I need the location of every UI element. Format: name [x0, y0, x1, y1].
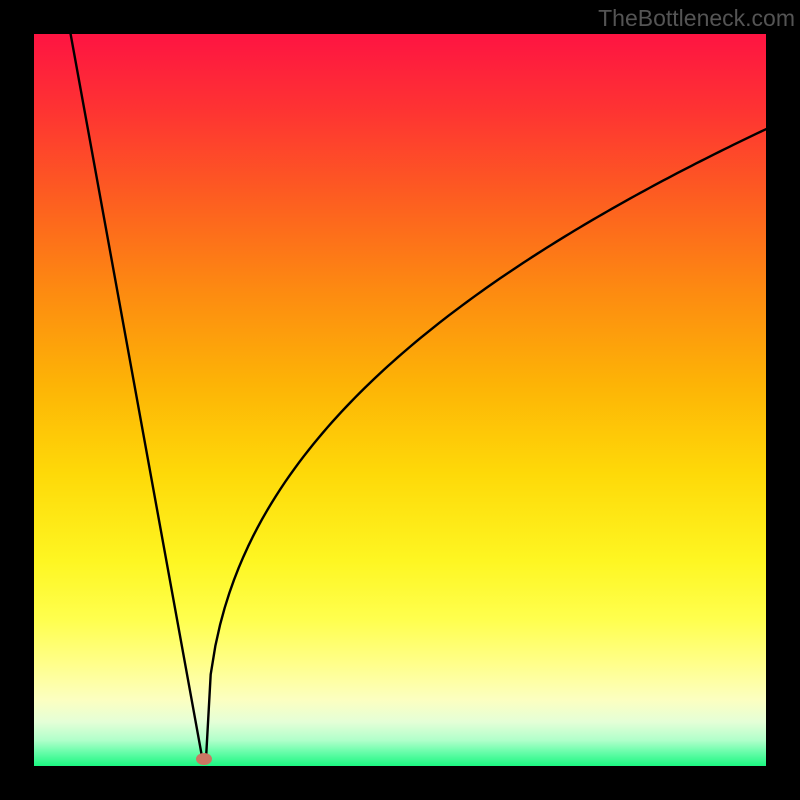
curve-svg	[34, 34, 766, 766]
bottleneck-curve	[71, 34, 766, 760]
optimal-point-marker	[196, 753, 212, 765]
watermark-text: TheBottleneck.com	[598, 5, 795, 32]
plot-area	[34, 34, 766, 766]
